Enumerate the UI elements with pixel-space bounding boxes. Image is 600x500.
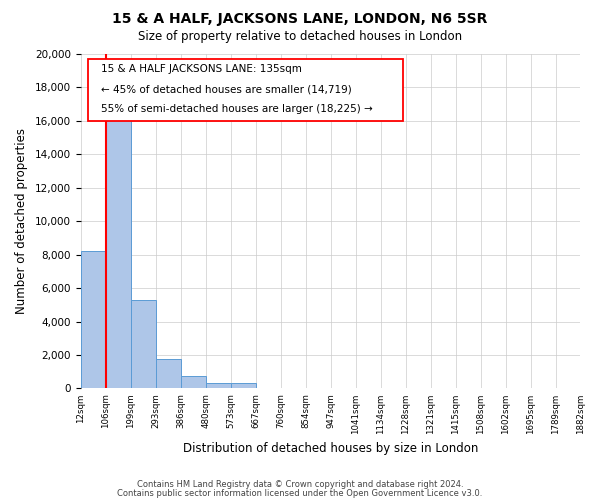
- Text: 15 & A HALF JACKSONS LANE: 135sqm: 15 & A HALF JACKSONS LANE: 135sqm: [101, 64, 302, 74]
- FancyBboxPatch shape: [88, 59, 403, 121]
- Bar: [181, 376, 206, 388]
- Bar: [156, 359, 181, 388]
- Text: 15 & A HALF, JACKSONS LANE, LONDON, N6 5SR: 15 & A HALF, JACKSONS LANE, LONDON, N6 5…: [112, 12, 488, 26]
- Bar: [81, 252, 106, 388]
- Y-axis label: Number of detached properties: Number of detached properties: [15, 128, 28, 314]
- X-axis label: Distribution of detached houses by size in London: Distribution of detached houses by size …: [183, 442, 478, 455]
- Bar: [206, 384, 231, 388]
- Text: 55% of semi-detached houses are larger (18,225) →: 55% of semi-detached houses are larger (…: [101, 104, 373, 114]
- Text: ← 45% of detached houses are smaller (14,719): ← 45% of detached houses are smaller (14…: [101, 84, 352, 94]
- Text: Contains HM Land Registry data © Crown copyright and database right 2024.: Contains HM Land Registry data © Crown c…: [137, 480, 463, 489]
- Text: Contains public sector information licensed under the Open Government Licence v3: Contains public sector information licen…: [118, 488, 482, 498]
- Text: Size of property relative to detached houses in London: Size of property relative to detached ho…: [138, 30, 462, 43]
- Bar: [231, 384, 256, 388]
- Bar: [131, 300, 156, 388]
- Bar: [106, 111, 131, 388]
